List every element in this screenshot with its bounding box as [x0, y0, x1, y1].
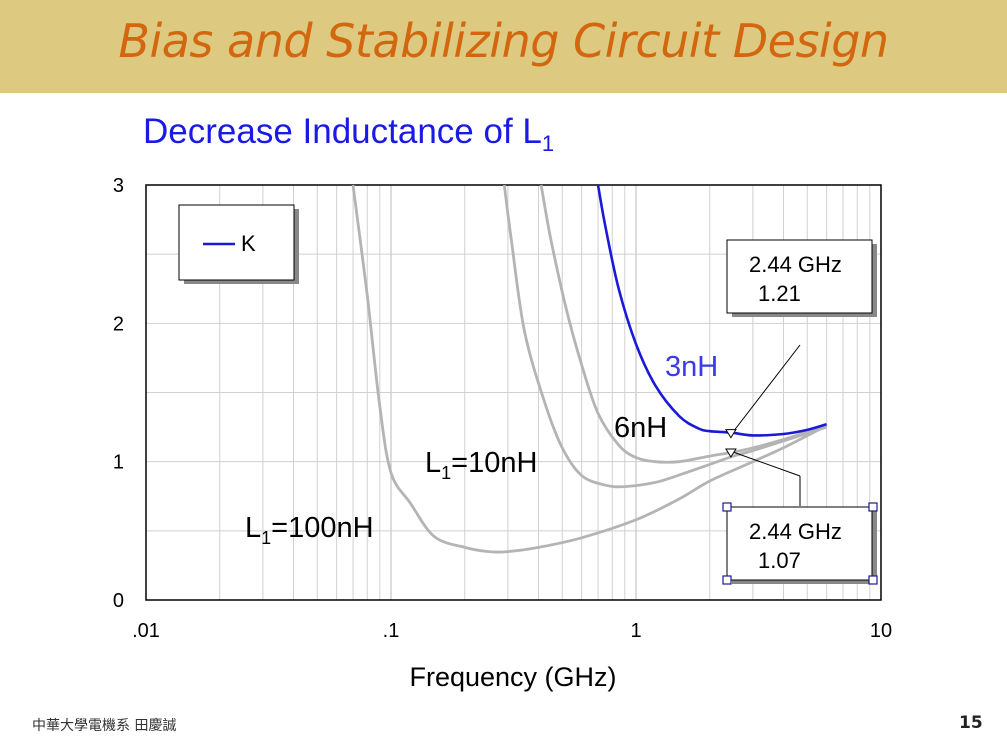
subtitle-main: Decrease Inductance of L — [143, 112, 542, 151]
selection-handle[interactable] — [868, 575, 878, 585]
marker-callout-1: 2.44 GHz 1.21 — [726, 239, 877, 433]
marker-2-freq: 2.44 GHz — [749, 519, 842, 544]
marker-triangle-1 — [725, 429, 737, 439]
curve-label-10nh: L1=10nH — [425, 447, 537, 483]
series-line-l1-100nh — [351, 184, 828, 554]
legend-label-k: K — [241, 231, 256, 256]
selection-handle[interactable] — [722, 502, 732, 512]
plot-frame — [145, 184, 882, 601]
y-tick-label: 0 — [113, 590, 124, 612]
x-axis-label: Frequency (GHz) — [409, 662, 616, 692]
marker-1-freq: 2.44 GHz — [749, 252, 842, 277]
x-tick-label: 1 — [630, 620, 641, 642]
marker-triangle-2 — [725, 448, 737, 458]
y-tick-label: 1 — [113, 452, 124, 474]
curve-label-3nh: 3nH — [665, 351, 718, 383]
subtitle-subscript: 1 — [541, 131, 555, 156]
marker-1-value: 1.21 — [758, 281, 801, 306]
title-band — [0, 0, 1007, 93]
selection-handle[interactable] — [868, 502, 878, 512]
x-tick-label: .01 — [132, 620, 160, 642]
curve-label-100nh-sub: 1 — [261, 528, 271, 548]
selection-handle[interactable] — [722, 575, 732, 585]
curve-label-100nh-main: L — [245, 512, 261, 544]
curve-label-10nh-main: L — [425, 447, 441, 479]
curve-label-6nh: 6nH — [614, 412, 667, 444]
slide-title: Bias and Stabilizing Circuit Design — [118, 14, 889, 68]
legend: K — [178, 204, 299, 284]
y-tick-label: 3 — [113, 175, 124, 197]
series-line-3nh — [596, 184, 827, 437]
y-tick-label: 2 — [113, 313, 124, 335]
footer-institution: 中華大學電機系 田慶誠 — [32, 718, 177, 734]
slide-subtitle: Decrease Inductance of L1 — [143, 112, 554, 157]
marker-callout-2: 2.44 GHz 1.07 — [722, 451, 878, 585]
marker-2-value: 1.07 — [758, 548, 801, 573]
curve-label-10nh-rest: =10nH — [451, 447, 537, 479]
page-number: 15 — [959, 713, 983, 733]
x-tick-label: 10 — [870, 620, 892, 642]
curve-label-100nh-rest: =100nH — [271, 512, 373, 544]
series-line-l1-10nh — [502, 184, 828, 489]
curve-label-100nh: L1=100nH — [245, 512, 374, 548]
series-line-6nh — [539, 184, 828, 464]
curve-label-10nh-sub: 1 — [441, 463, 451, 483]
x-tick-label: .1 — [383, 620, 400, 642]
